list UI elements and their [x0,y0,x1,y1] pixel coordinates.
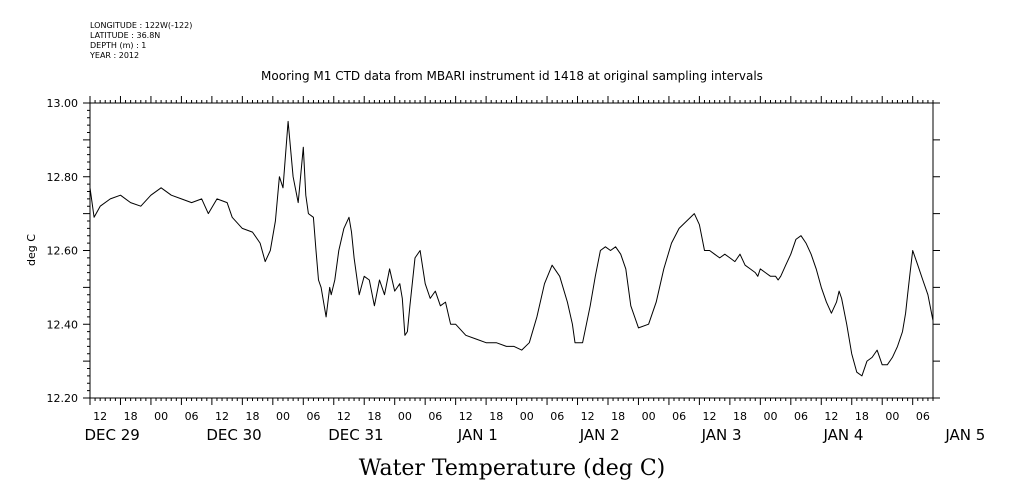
temperature-line [89,120,934,377]
x-tick-label: 00 [154,410,168,423]
y-axis-label: deg C [25,234,38,266]
x-tick-label: 18 [489,410,503,423]
x-tick-label: 12 [215,410,229,423]
x-tick-label: 06 [794,410,808,423]
x-tick-label: 00 [520,410,534,423]
x-tick-label: 18 [124,410,138,423]
date-label: DEC 31 [328,426,383,444]
plot-frame [89,102,934,399]
x-tick-label: 00 [276,410,290,423]
x-tick-label: 18 [611,410,625,423]
x-tick-label: 06 [185,410,199,423]
x-tick-label: 12 [824,410,838,423]
x-tick-label: 06 [550,410,564,423]
x-tick-label: 12 [459,410,473,423]
y-tick-label: 12.80 [47,171,79,184]
depth-text: DEPTH (m) : 1 [90,41,147,50]
x-tick-label: 00 [763,410,777,423]
chart-title: Mooring M1 CTD data from MBARI instrumen… [261,69,763,83]
x-tick-label: 00 [642,410,656,423]
x-tick-label: 12 [581,410,595,423]
date-label: JAN 5 [944,426,985,444]
metadata-block: LONGITUDE : 122W(-122) LATITUDE : 36.8N … [90,21,192,61]
x-tick-label: 18 [246,410,260,423]
x-tick-label: 06 [916,410,930,423]
y-tick-label: 12.20 [47,392,79,405]
date-label: JAN 2 [579,426,620,444]
date-label: DEC 29 [84,426,139,444]
date-label: JAN 4 [822,426,863,444]
y-tick-label: 13.00 [47,97,79,110]
date-label: JAN 1 [457,426,498,444]
y-axis: 12.20 12.40 12.60 12.80 13.00 [47,97,940,405]
x-tick-label: 18 [855,410,869,423]
x-tick-label: 12 [337,410,351,423]
longitude-text: LONGITUDE : 122W(-122) [90,21,193,30]
y-tick-label: 12.60 [47,245,79,258]
x-tick-label: 00 [885,410,899,423]
y-tick-label: 12.40 [47,318,79,331]
date-label: JAN 3 [701,426,742,444]
x-tick-label: 12 [93,410,107,423]
x-tick-label: 12 [703,410,717,423]
year-text: YEAR : 2012 [90,51,140,60]
latitude-text: LATITUDE : 36.8N [90,31,161,40]
x-tick-label: 18 [733,410,747,423]
x-tick-label: 06 [672,410,686,423]
x-axis-label: Water Temperature (deg C) [359,456,666,481]
x-tick-label: 06 [428,410,442,423]
x-tick-label: 18 [367,410,381,423]
x-tick-label: 06 [306,410,320,423]
date-label: DEC 30 [206,426,261,444]
x-axis: 12 18 00 06 12 18 00 06 12 18 00 06 12 18 00 06 12 18 00 06… [84,96,985,444]
x-tick-label: 00 [398,410,412,423]
temperature-series [89,120,934,377]
